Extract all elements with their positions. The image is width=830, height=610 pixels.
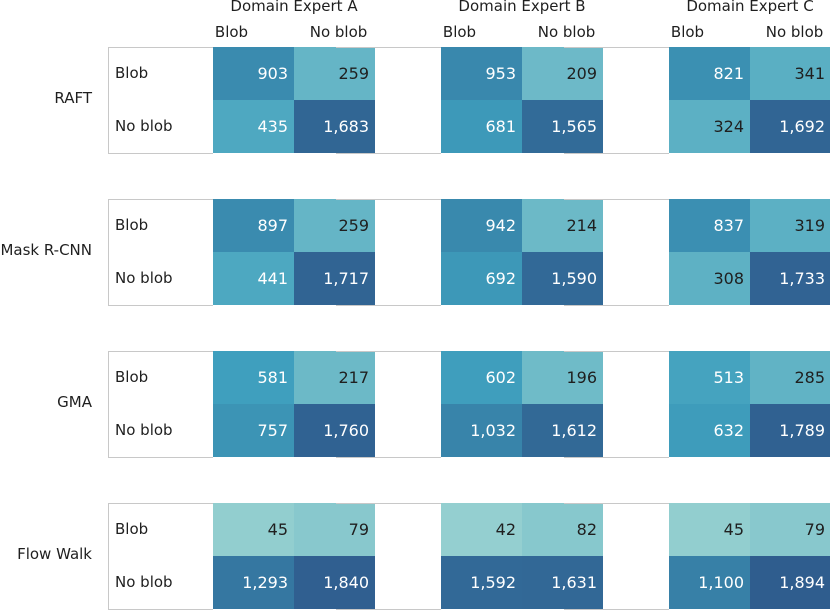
grid-line	[108, 153, 213, 154]
grid-line	[108, 503, 109, 609]
grid-line	[108, 199, 109, 305]
column-header: Blob	[214, 23, 249, 41]
grid-line	[336, 153, 441, 154]
matrix-cell: 513	[669, 351, 750, 404]
matrix-cell: 435	[213, 100, 294, 153]
matrix-cell: 79	[750, 503, 830, 556]
row-label: No blob	[115, 420, 173, 439]
row-group-label: RAFT	[54, 89, 92, 107]
matrix-cell: 1,717	[294, 252, 375, 305]
matrix-cell: 1,789	[750, 404, 830, 457]
matrix-cell: 209	[522, 47, 603, 100]
matrix-cell: 79	[294, 503, 375, 556]
row-label: Blob	[115, 519, 149, 538]
matrix-cell: 681	[441, 100, 522, 153]
matrix-cell: 1,692	[750, 100, 830, 153]
matrix-cell: 632	[669, 404, 750, 457]
matrix-cell: 903	[213, 47, 294, 100]
column-header: No blob	[765, 23, 824, 41]
grid-line	[336, 503, 441, 504]
matrix-cell: 1,612	[522, 404, 603, 457]
grid-line	[564, 503, 669, 504]
matrix-cell: 757	[213, 404, 294, 457]
grid-line	[336, 351, 441, 352]
matrix-cell: 308	[669, 252, 750, 305]
grid-line	[108, 199, 213, 200]
grid-line	[108, 351, 213, 352]
matrix-cell: 581	[213, 351, 294, 404]
matrix-cell: 217	[294, 351, 375, 404]
column-group-header: Domain Expert B	[458, 0, 586, 15]
matrix-cell: 1,100	[669, 556, 750, 609]
grid-line	[336, 305, 441, 306]
matrix-cell: 837	[669, 199, 750, 252]
grid-line	[336, 47, 441, 48]
grid-line	[564, 457, 669, 458]
column-header: No blob	[309, 23, 368, 41]
matrix-cell: 1,592	[441, 556, 522, 609]
matrix-cell: 1,733	[750, 252, 830, 305]
row-label: Blob	[115, 215, 149, 234]
grid-line	[564, 199, 669, 200]
grid-line	[108, 351, 109, 457]
grid-line	[108, 47, 213, 48]
column-header: Blob	[670, 23, 705, 41]
matrix-cell: 1,840	[294, 556, 375, 609]
row-group-label: Flow Walk	[17, 545, 92, 563]
column-group-header: Domain Expert A	[230, 0, 358, 15]
row-label: No blob	[115, 116, 173, 135]
matrix-cell: 341	[750, 47, 830, 100]
matrix-cell: 1,565	[522, 100, 603, 153]
grid-line	[564, 305, 669, 306]
grid-line	[564, 351, 669, 352]
grid-line	[108, 503, 213, 504]
matrix-cell: 214	[522, 199, 603, 252]
matrix-cell: 1,590	[522, 252, 603, 305]
matrix-cell: 942	[441, 199, 522, 252]
matrix-cell: 82	[522, 503, 603, 556]
row-group-label: Mask R-CNN	[0, 241, 92, 259]
row-label: No blob	[115, 268, 173, 287]
grid-line	[108, 305, 213, 306]
matrix-cell: 45	[213, 503, 294, 556]
matrix-cell: 1,032	[441, 404, 522, 457]
matrix-cell: 1,894	[750, 556, 830, 609]
matrix-cell: 42	[441, 503, 522, 556]
column-header: Blob	[442, 23, 477, 41]
grid-line	[108, 47, 109, 153]
column-header: No blob	[537, 23, 596, 41]
matrix-cell: 319	[750, 199, 830, 252]
matrix-cell: 897	[213, 199, 294, 252]
matrix-cell: 324	[669, 100, 750, 153]
grid-line	[336, 457, 441, 458]
matrix-cell: 441	[213, 252, 294, 305]
matrix-cell: 1,293	[213, 556, 294, 609]
matrix-cell: 45	[669, 503, 750, 556]
matrix-cell: 1,760	[294, 404, 375, 457]
matrix-cell: 1,631	[522, 556, 603, 609]
grid-line	[564, 153, 669, 154]
row-label: No blob	[115, 572, 173, 591]
matrix-cell: 1,683	[294, 100, 375, 153]
column-group-header: Domain Expert C	[686, 0, 814, 15]
matrix-cell: 692	[441, 252, 522, 305]
matrix-cell: 259	[294, 47, 375, 100]
matrix-cell: 602	[441, 351, 522, 404]
matrix-cell: 196	[522, 351, 603, 404]
row-label: Blob	[115, 367, 149, 386]
row-group-label: GMA	[57, 393, 92, 411]
matrix-cell: 953	[441, 47, 522, 100]
matrix-cell: 821	[669, 47, 750, 100]
grid-line	[108, 457, 213, 458]
grid-line	[564, 47, 669, 48]
row-label: Blob	[115, 63, 149, 82]
matrix-cell: 259	[294, 199, 375, 252]
matrix-cell: 285	[750, 351, 830, 404]
grid-line	[336, 199, 441, 200]
